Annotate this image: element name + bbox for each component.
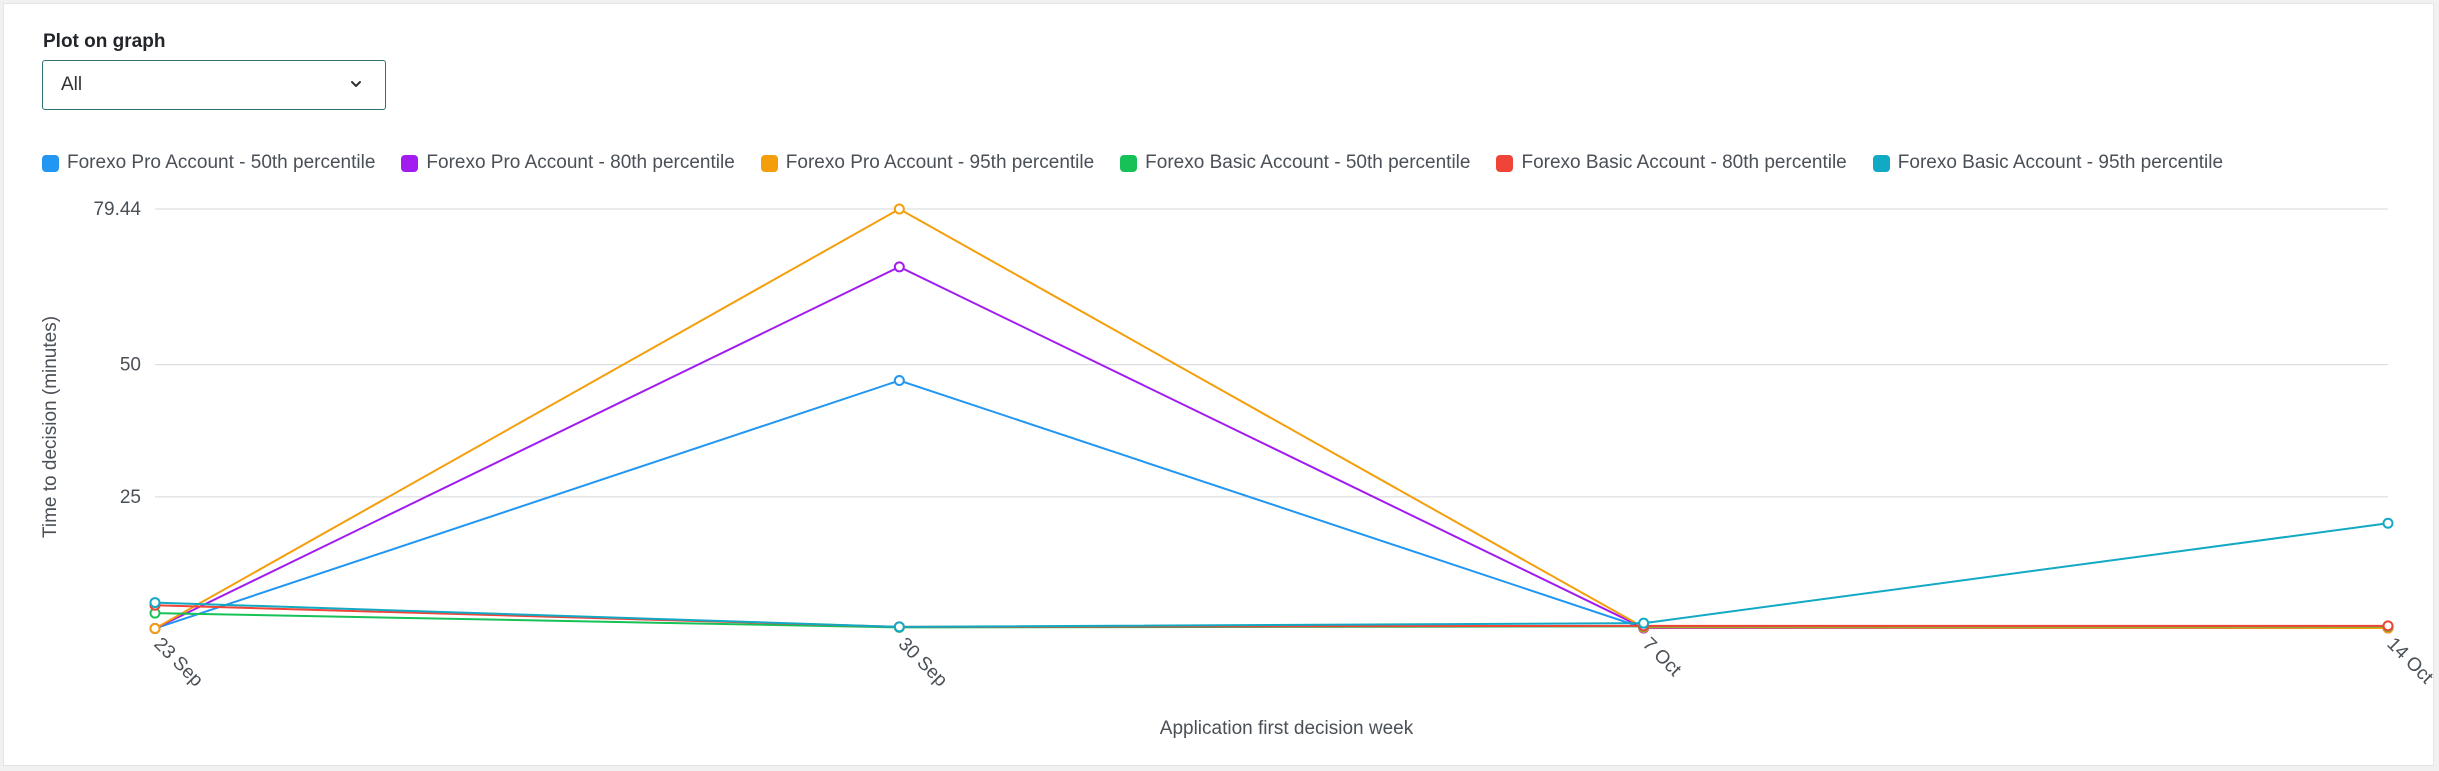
y-axis-title: Time to decision (minutes) bbox=[40, 316, 61, 538]
legend-label: Forexo Basic Account - 80th percentile bbox=[1521, 152, 1847, 173]
chart-legend: Forexo Pro Account - 50th percentile Fore… bbox=[42, 152, 2223, 174]
series-line-forexo-pro-account-95th-percentile bbox=[154, 207, 2389, 630]
chart-panel bbox=[3, 3, 2434, 766]
data-point-forexo-pro-account-80th-percentile bbox=[893, 261, 905, 273]
x-tick-label: 14 Oct bbox=[2382, 634, 2437, 689]
legend-swatch bbox=[401, 154, 419, 172]
data-point-forexo-basic-account-95th-percentile bbox=[2382, 517, 2394, 529]
legend-label: Forexo Pro Account - 80th percentile bbox=[426, 152, 735, 173]
legend-item-forexo-basic-account-50th-percentile[interactable]: Forexo Basic Account - 50th percentile bbox=[1120, 152, 1470, 174]
series-line-forexo-basic-account-80th-percentile bbox=[154, 604, 2388, 628]
y-tick-label: 25 bbox=[120, 487, 141, 508]
select-value: All bbox=[61, 74, 83, 95]
data-point-forexo-pro-account-95th-percentile bbox=[149, 622, 161, 634]
y-tick-label: 79.44 bbox=[93, 199, 141, 220]
data-point-forexo-basic-account-80th-percentile bbox=[2382, 620, 2394, 632]
legend-swatch bbox=[42, 154, 59, 172]
legend-label: Forexo Pro Account - 95th percentile bbox=[785, 152, 1095, 173]
plot-on-graph-select[interactable]: All bbox=[42, 60, 386, 110]
legend-label: Forexo Basic Account - 95th percentile bbox=[1897, 152, 2224, 173]
legend-item-forexo-basic-account-95th-percentile[interactable]: Forexo Basic Account - 95th percentile bbox=[1872, 152, 2224, 174]
data-point-forexo-pro-account-95th-percentile bbox=[893, 203, 905, 215]
legend-label: Forexo Basic Account - 50th percentile bbox=[1145, 152, 1471, 173]
y-tick-label: 50 bbox=[120, 355, 141, 376]
legend-swatch bbox=[760, 154, 778, 172]
legend-label: Forexo Pro Account - 50th percentile bbox=[67, 152, 376, 173]
legend-item-forexo-pro-account-95th-percentile[interactable]: Forexo Pro Account - 95th percentile bbox=[760, 152, 1095, 174]
series-line-forexo-pro-account-80th-percentile bbox=[154, 265, 2388, 630]
series-line-forexo-basic-account-95th-percentile bbox=[154, 522, 2389, 628]
data-point-forexo-basic-account-95th-percentile bbox=[893, 621, 905, 633]
x-tick-label: 23 Sep bbox=[149, 634, 206, 691]
legend-item-forexo-pro-account-50th-percentile[interactable]: Forexo Pro Account - 50th percentile bbox=[42, 152, 375, 174]
plot-on-graph-label: Plot on graph bbox=[43, 31, 166, 52]
data-point-forexo-basic-account-95th-percentile bbox=[149, 597, 161, 609]
legend-item-forexo-basic-account-80th-percentile[interactable]: Forexo Basic Account - 80th percentile bbox=[1496, 152, 1847, 174]
legend-swatch bbox=[1120, 154, 1138, 172]
x-tick-label: 7 Oct bbox=[1638, 634, 1685, 681]
legend-item-forexo-pro-account-80th-percentile[interactable]: Forexo Pro Account - 80th percentile bbox=[401, 152, 735, 174]
x-axis-title: Application first decision week bbox=[1160, 718, 1414, 739]
legend-swatch bbox=[1496, 154, 1514, 172]
legend-swatch bbox=[1872, 154, 1890, 172]
data-point-forexo-basic-account-95th-percentile bbox=[1638, 617, 1650, 629]
data-point-forexo-pro-account-50th-percentile bbox=[893, 375, 905, 387]
chevron-down-icon bbox=[351, 81, 361, 87]
x-tick-label: 30 Sep bbox=[894, 634, 951, 691]
